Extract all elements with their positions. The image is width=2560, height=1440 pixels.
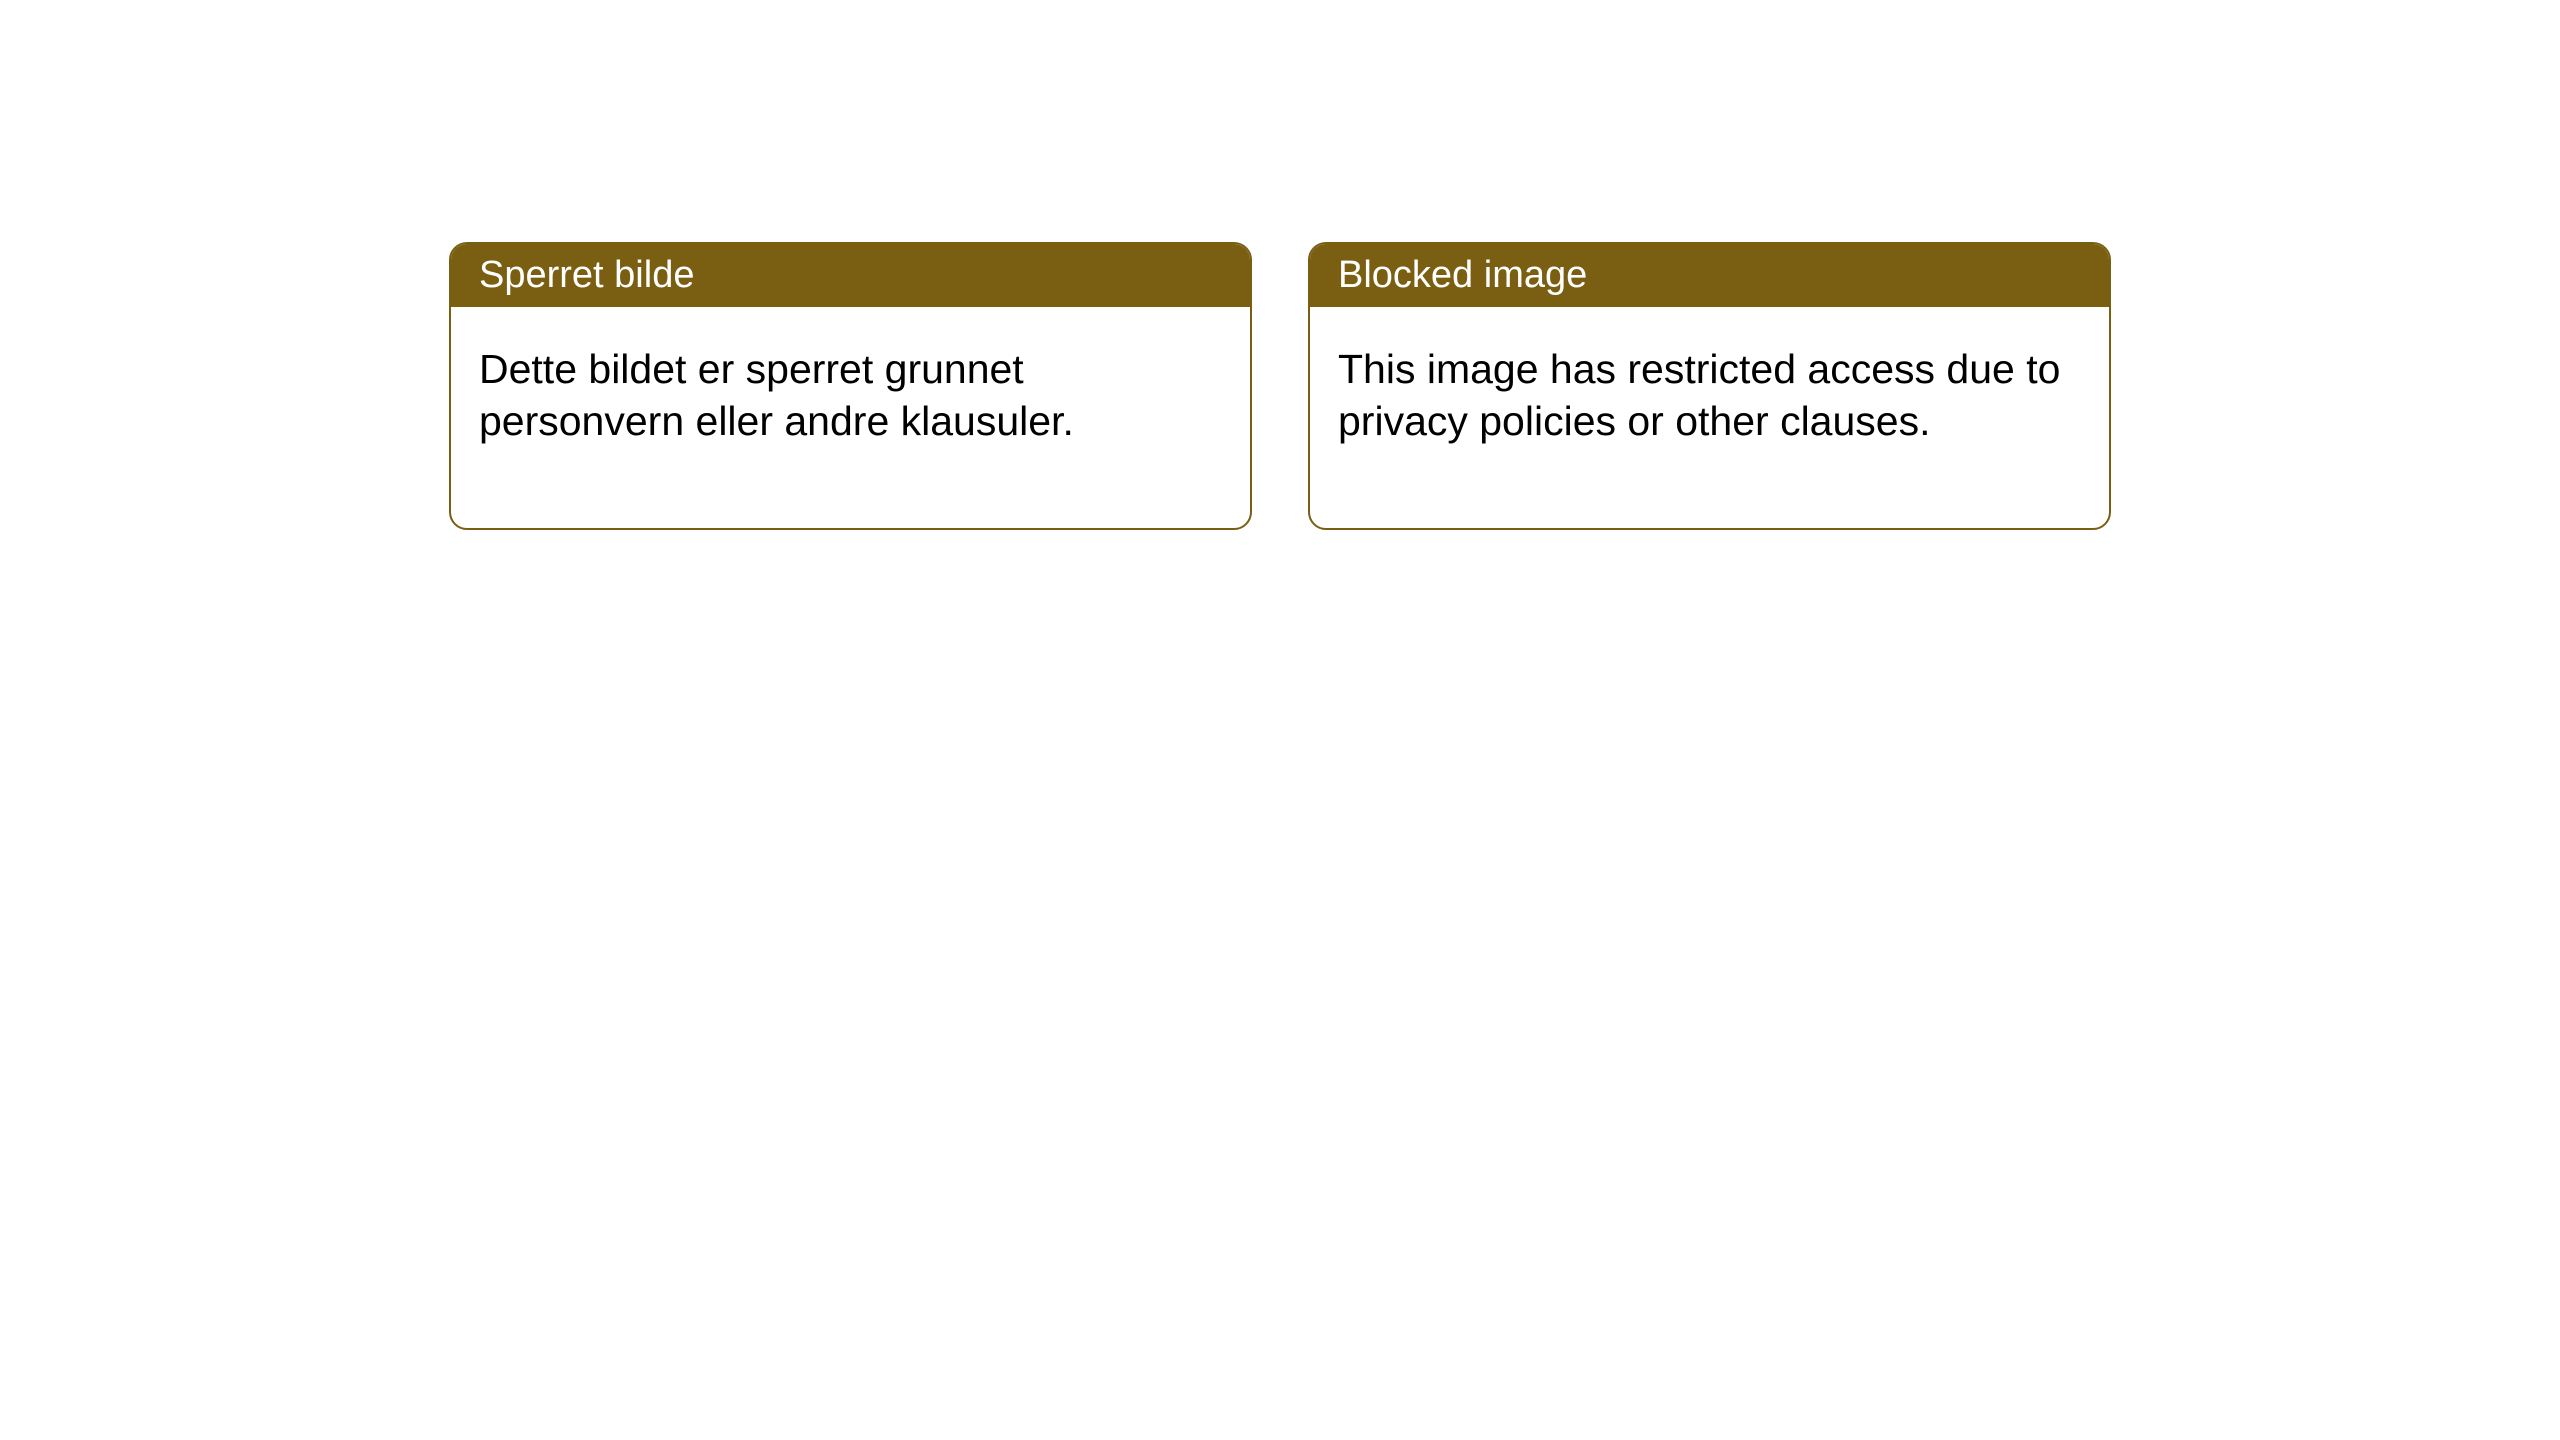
card-body: Dette bildet er sperret grunnet personve…	[451, 307, 1250, 528]
card-title: Sperret bilde	[479, 254, 694, 296]
card-header: Sperret bilde	[451, 244, 1250, 307]
card-title: Blocked image	[1338, 254, 1587, 296]
card-body-text: Dette bildet er sperret grunnet personve…	[479, 346, 1074, 444]
card-body: This image has restricted access due to …	[1310, 307, 2109, 528]
card-body-text: This image has restricted access due to …	[1338, 346, 2060, 444]
cards-container: Sperret bilde Dette bildet er sperret gr…	[449, 242, 2111, 530]
blocked-image-card-no: Sperret bilde Dette bildet er sperret gr…	[449, 242, 1252, 530]
blocked-image-card-en: Blocked image This image has restricted …	[1308, 242, 2111, 530]
card-header: Blocked image	[1310, 244, 2109, 307]
